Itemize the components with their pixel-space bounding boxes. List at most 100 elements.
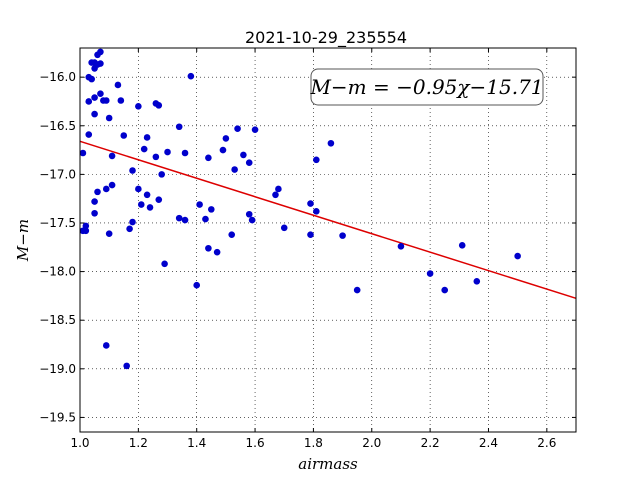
data-point [97,90,104,97]
data-point [137,201,145,208]
data-point [91,110,98,118]
data-point [123,362,130,370]
x-tick-label: 1.8 [304,436,323,450]
data-point [85,98,93,105]
y-tick-label: −16.5 [39,119,76,133]
data-point [307,200,314,207]
data-point [234,125,241,132]
data-point [441,286,449,294]
data-point [88,75,95,83]
data-point [94,188,101,196]
data-point [339,232,346,239]
fit-line-layer [79,140,577,300]
data-point [135,185,142,193]
y-tick-label: −17.5 [39,216,76,230]
data-point [120,132,128,139]
data-point [108,181,116,189]
data-point [353,286,361,294]
data-point [143,134,151,141]
x-tick-label: 1.2 [129,436,148,450]
data-point [514,252,521,260]
data-point [202,215,209,223]
data-point [181,149,189,157]
data-point [175,214,183,222]
fit-line [79,140,577,300]
data-point [82,227,90,235]
data-point [161,260,168,268]
y-tick-label: −18.5 [39,313,76,327]
data-point [155,196,163,203]
data-point [143,191,151,199]
y-axis-label: M−m [14,219,32,262]
data-point [240,151,247,159]
data-point [248,216,256,224]
data-point [126,225,133,233]
data-point [219,146,227,154]
data-point [79,149,87,157]
data-point [228,231,236,238]
y-tick-label: −19.5 [39,410,76,424]
data-point [102,185,110,193]
data-point [152,153,160,161]
data-point [181,216,189,224]
data-point [245,210,253,218]
data-point [205,244,212,252]
data-point [473,278,481,285]
data-point [97,60,104,67]
y-tick-label: −19.0 [39,362,76,376]
data-point [426,270,434,277]
data-point [327,139,335,147]
data-point [158,171,165,178]
data-point [187,72,195,80]
chart-title: 2021-10-29_235554 [245,28,407,48]
data-point [164,148,171,156]
fit-annotation: M−m = −0.95χ−15.71 [309,68,544,106]
data-point [175,123,183,131]
data-point [108,152,116,160]
fit-equation: M−m = −0.95χ−15.71 [309,75,543,99]
x-axis-label: airmass [298,455,358,473]
data-point [205,154,212,162]
data-point [272,191,279,199]
data-point [275,185,282,193]
data-point [97,48,104,56]
data-point [213,248,221,256]
axis-ticks: 1.0 1.2 1.4 1.6 1.8 2.0 2.2 2.4 2.6 −16.0 −16.5 −17… [39,48,576,450]
data-point [155,102,163,109]
data-point [397,243,405,250]
x-tick-label: 2.4 [479,436,498,450]
data-point [193,281,201,289]
data-point [231,166,238,173]
data-point [280,224,288,232]
x-tick-label: 2.2 [421,436,440,450]
data-point [91,209,98,217]
data-point [91,198,98,205]
data-point [222,135,230,142]
annotation-box [310,68,544,106]
data-point [458,242,466,249]
data-point [105,230,113,237]
data-point [140,145,148,153]
data-point [196,201,203,208]
x-tick-label: 2.6 [537,436,556,450]
data-point [117,97,125,104]
data-point [102,342,110,349]
x-tick-label: 1.4 [187,436,206,450]
data-point [105,114,113,122]
data-point [91,94,98,101]
x-tick-label: 1.6 [246,436,265,450]
data-point [82,222,90,230]
data-point [307,231,314,238]
plot-frame [79,47,577,433]
data-point [207,206,215,213]
data-point [313,208,320,215]
data-point [313,156,320,164]
y-tick-label: −17.0 [39,167,76,181]
data-point [135,103,142,110]
data-point [129,218,136,226]
y-tick-label: −16.0 [39,70,76,84]
data-point [245,159,253,167]
data-points [79,48,521,370]
data-point [251,126,259,133]
